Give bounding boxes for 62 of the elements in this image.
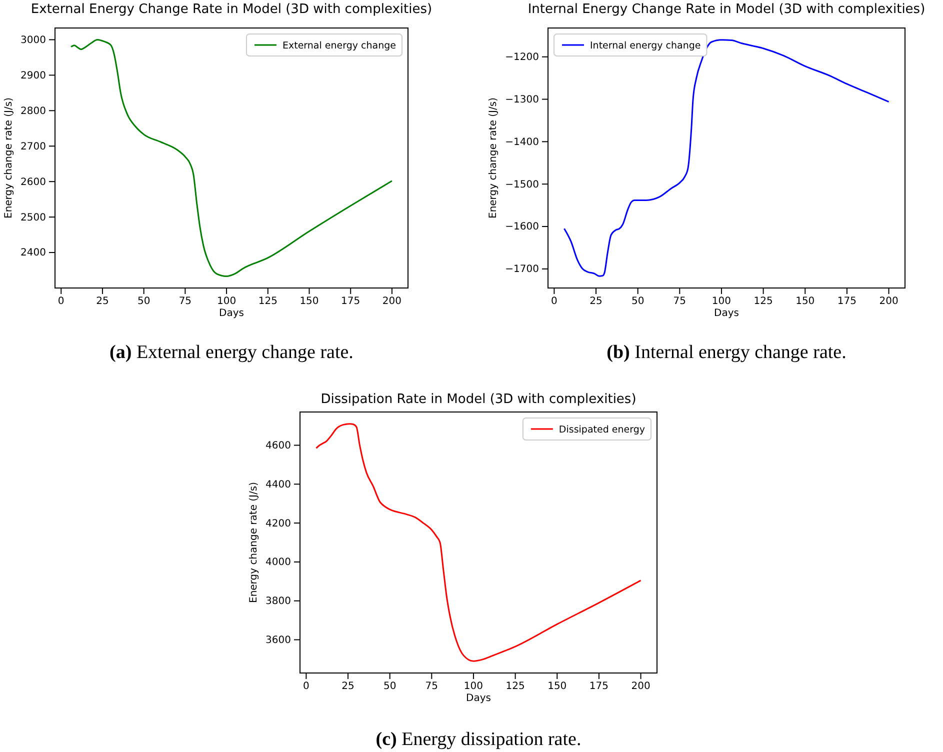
x-tick-label: 175 <box>589 681 608 692</box>
y-tick-label: 3600 <box>266 634 291 646</box>
y-tick-label: 2700 <box>20 141 46 152</box>
x-tick-label: 100 <box>712 296 732 308</box>
y-tick-label: 2900 <box>20 70 46 82</box>
x-tick-label: 25 <box>96 296 109 308</box>
y-tick-label: 2400 <box>20 248 46 259</box>
x-tick-label: 175 <box>837 296 856 308</box>
y-axis-title: Energy change rate (J/s) <box>488 97 500 218</box>
x-tick-label: 200 <box>382 296 402 308</box>
y-axis-title: Energy change rate (J/s) <box>248 482 260 603</box>
y-tick-label: −1400 <box>505 136 539 148</box>
x-tick-label: 50 <box>631 296 644 308</box>
y-tick-label: −1700 <box>505 264 539 276</box>
y-tick-label: 3000 <box>20 34 46 46</box>
x-axis-title: Days <box>466 693 491 704</box>
x-tick-label: 175 <box>341 296 360 308</box>
y-tick-label: −1500 <box>505 179 539 190</box>
y-tick-label: 4200 <box>266 518 291 530</box>
x-tick-label: 0 <box>551 296 558 308</box>
x-tick-label: 150 <box>548 681 567 692</box>
x-tick-label: 75 <box>178 296 192 308</box>
x-tick-label: 0 <box>303 681 310 692</box>
legend-label: Dissipated energy <box>558 424 646 436</box>
y-tick-label: 2500 <box>20 212 46 224</box>
x-tick-label: 150 <box>300 296 319 308</box>
y-tick-label: 2800 <box>20 106 46 117</box>
legend-label: Internal energy change <box>590 40 701 52</box>
y-tick-label: −1200 <box>505 52 539 64</box>
x-axis-title: Days <box>219 308 244 319</box>
chart-title: Internal Energy Change Rate in Model (3D with complexities) <box>528 2 926 17</box>
x-tick-label: 200 <box>879 296 898 308</box>
y-tick-label: 4600 <box>266 440 291 452</box>
y-tick-label: 2600 <box>20 176 46 188</box>
x-tick-label: 0 <box>58 296 64 308</box>
chart-title: External Energy Change Rate in Model (3D with complexities) <box>30 2 432 17</box>
line-series <box>563 39 890 277</box>
text: (b) Internal energy change rate. <box>606 342 846 363</box>
chart-title: Dissipation Rate in Model (3D with complexities) <box>320 392 636 407</box>
x-tick-label: 125 <box>258 296 278 308</box>
x-tick-label: 75 <box>673 296 686 308</box>
y-tick-label: 4000 <box>266 557 291 568</box>
x-tick-label: 150 <box>796 296 815 308</box>
text: (c) Energy dissipation rate. <box>376 729 582 750</box>
legend-label: External energy change <box>282 40 396 52</box>
y-tick-label: −1600 <box>505 222 539 233</box>
y-tick-label: 3800 <box>266 596 291 608</box>
x-tick-label: 50 <box>383 681 396 692</box>
y-tick-label: 4400 <box>266 479 291 490</box>
x-tick-label: 200 <box>631 681 650 692</box>
x-tick-label: 125 <box>506 681 525 692</box>
x-tick-label: 100 <box>464 681 484 692</box>
x-tick-label: 100 <box>216 296 236 308</box>
x-tick-label: 50 <box>137 296 150 308</box>
text: (a) External energy change rate. <box>110 342 354 363</box>
y-tick-label: −1300 <box>505 94 539 106</box>
x-tick-label: 25 <box>590 296 602 308</box>
x-tick-label: 75 <box>425 681 438 692</box>
x-axis-title: Days <box>714 308 739 319</box>
x-tick-label: 25 <box>342 681 354 692</box>
y-axis-title: Energy change rate (J/s) <box>4 97 15 218</box>
x-tick-label: 125 <box>754 296 773 308</box>
